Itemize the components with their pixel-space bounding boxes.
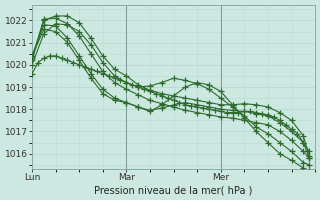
X-axis label: Pression niveau de la mer( hPa ): Pression niveau de la mer( hPa ) (94, 185, 253, 195)
